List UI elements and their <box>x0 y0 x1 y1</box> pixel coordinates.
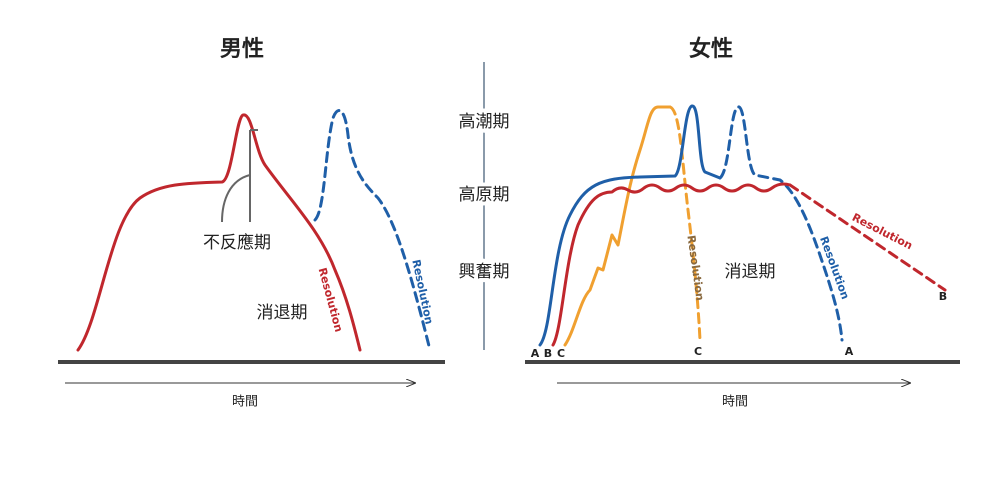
female-orange-curve <box>563 105 672 347</box>
curve-label: Resolution <box>817 235 852 302</box>
refractory-arc <box>221 174 251 223</box>
curve-label: Resolution <box>316 266 346 333</box>
male-title: 男性 <box>220 37 264 62</box>
curve-label: Resolution <box>409 258 435 325</box>
x-axis-label: 時間 <box>232 395 258 410</box>
curve-label: Resolution <box>684 234 706 301</box>
phase-label: 興奮期 <box>459 262 510 282</box>
start-label: C <box>557 347 565 360</box>
female-blue-dash <box>718 105 844 342</box>
male-red-curve <box>76 113 362 352</box>
x-axis-label: 時間 <box>722 395 748 410</box>
female-red-dash <box>788 183 947 292</box>
end-label: C <box>694 345 702 358</box>
male-blue-curve <box>313 109 432 352</box>
end-label: A <box>845 345 854 358</box>
refractory-label: 不反應期 <box>203 232 271 253</box>
end-label: B <box>939 290 947 303</box>
start-label: A <box>531 347 540 360</box>
resolution-label: 消退期 <box>725 262 776 282</box>
female-title: 女性 <box>689 36 733 62</box>
start-label: B <box>544 347 552 360</box>
phase-label: 高潮期 <box>459 112 510 132</box>
female-orange-dash <box>668 105 702 342</box>
female-red-curve <box>551 182 792 347</box>
female-blue-curve <box>538 104 722 347</box>
phase-label: 高原期 <box>459 185 510 205</box>
resolution-label: 消退期 <box>257 303 308 323</box>
